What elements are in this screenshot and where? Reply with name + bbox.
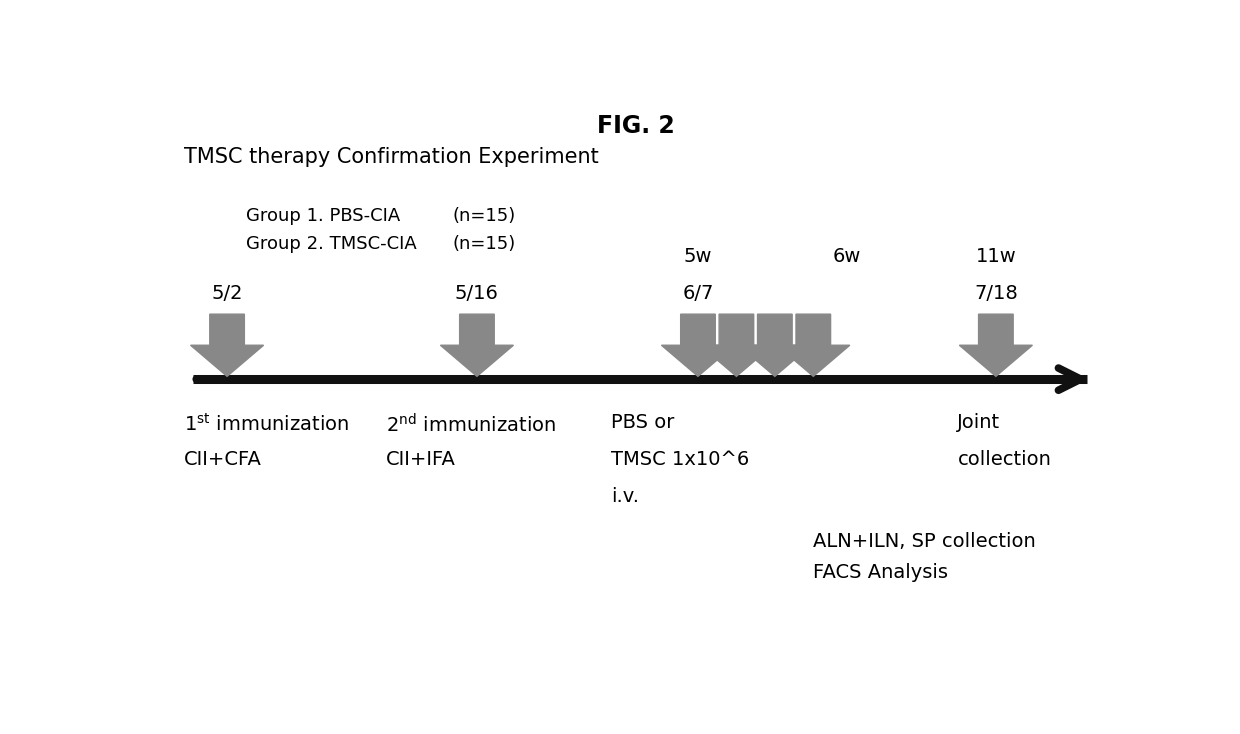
Text: (n=15): (n=15) [453,207,516,225]
Text: $\mathregular{2^{nd}}$ immunization: $\mathregular{2^{nd}}$ immunization [386,413,556,436]
Polygon shape [776,314,849,377]
Text: 5w: 5w [683,247,712,266]
Text: i.v.: i.v. [611,487,640,506]
Text: 5/2: 5/2 [211,284,243,303]
Polygon shape [440,314,513,377]
Polygon shape [191,314,264,377]
Polygon shape [960,314,1033,377]
Text: CII+IFA: CII+IFA [386,450,455,469]
Text: 11w: 11w [976,247,1017,266]
Text: $\mathregular{1^{st}}$ immunization: $\mathregular{1^{st}}$ immunization [184,413,348,435]
Text: Joint: Joint [957,413,1001,432]
Polygon shape [661,314,734,377]
Polygon shape [738,314,811,377]
Text: Group 1. PBS-CIA: Group 1. PBS-CIA [247,207,401,225]
Text: (n=15): (n=15) [453,235,516,253]
Text: Group 2. TMSC-CIA: Group 2. TMSC-CIA [247,235,417,253]
Text: collection: collection [957,450,1052,469]
Text: FIG. 2: FIG. 2 [596,114,675,137]
Text: 5/16: 5/16 [455,284,498,303]
Text: TMSC therapy Confirmation Experiment: TMSC therapy Confirmation Experiment [184,148,599,167]
Text: TMSC 1x10^6: TMSC 1x10^6 [611,450,750,469]
Text: 6w: 6w [833,247,861,266]
Text: FACS Analysis: FACS Analysis [813,563,949,582]
Text: CII+CFA: CII+CFA [184,450,262,469]
Text: ALN+ILN, SP collection: ALN+ILN, SP collection [813,531,1037,550]
Text: PBS or: PBS or [611,413,675,432]
Text: 6/7: 6/7 [682,284,714,303]
Polygon shape [699,314,773,377]
Text: 7/18: 7/18 [973,284,1018,303]
